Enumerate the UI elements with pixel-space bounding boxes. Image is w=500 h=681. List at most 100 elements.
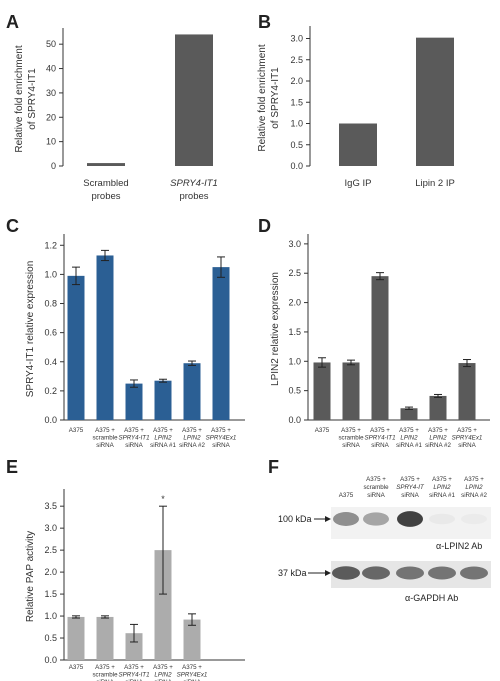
chart-c: 0.0 0.2 0.4 0.6 0.8 1.0 1.2 SPRY4-IT1 relative …: [25, 234, 245, 449]
y-tick-label-a: 10: [46, 137, 56, 147]
x-category-label-c: siRNA: [212, 442, 230, 449]
y-axis-label-a: of SPRY4-IT1: [27, 68, 38, 130]
x-category-label-d: siRNA #2: [425, 442, 451, 449]
blot-lane-label: LPIN2: [465, 484, 483, 491]
antibody-label-lpin2: α-LPIN2 Ab: [436, 541, 482, 551]
blot-lane-label: A375 +: [400, 476, 420, 483]
bar-d-6: [458, 363, 476, 420]
panel-letter-b: B: [258, 12, 271, 32]
bar-c-1: [67, 275, 85, 420]
x-category-label-d: siRNA: [371, 442, 389, 449]
x-category-label-d: A375 +: [341, 427, 361, 434]
gapdh-band: [460, 566, 488, 580]
gapdh-band: [396, 566, 424, 580]
panel-letter-d: D: [258, 216, 271, 236]
x-category-label-c: siRNA: [125, 442, 143, 449]
blot-lane-label: A375: [339, 492, 354, 499]
x-category-label-d: LPIN2: [429, 435, 447, 442]
lpin2-band: [397, 511, 423, 527]
y-tick-label-b: 3.0: [290, 34, 303, 44]
x-category-label-c: SPRY4Ex1: [206, 435, 237, 442]
blot-lane-label: A375 +: [366, 476, 386, 483]
x-category-label-e: A375 +: [182, 664, 202, 671]
x-category-label-c: A375: [69, 427, 84, 434]
x-category-label-c: siRNA #2: [179, 442, 205, 449]
x-category-label-d: A375 +: [399, 427, 419, 434]
x-category-label-c: LPIN2: [154, 435, 172, 442]
y-tick-label-e: 0.5: [44, 633, 57, 643]
bar-d-2: [342, 362, 360, 420]
x-category-label-e: A375 +: [124, 664, 144, 671]
panel-letter-e: E: [6, 457, 18, 477]
significance-mark: *: [161, 494, 165, 504]
y-tick-label-d: 0.0: [288, 415, 301, 425]
blot-lane-label: SPRY4-IT: [396, 484, 425, 491]
y-tick-label-e: 3.0: [44, 523, 57, 533]
x-category-label-d: A375: [315, 427, 330, 434]
y-tick-label-d: 1.0: [288, 356, 301, 366]
x-category-label-e: A375 +: [153, 664, 173, 671]
bar-b-1: [339, 123, 377, 166]
x-category-label-b: IgG IP: [345, 178, 372, 189]
bar-e-1: [67, 616, 85, 660]
x-category-label-d: A375 +: [428, 427, 448, 434]
x-category-label-e: scramble: [92, 672, 118, 679]
x-category-label-a: SPRY4-IT1: [170, 178, 218, 189]
bar-e-2: [96, 616, 114, 660]
x-category-label-c: A375 +: [95, 427, 115, 434]
panel-letter-f: F: [268, 457, 279, 477]
x-category-label-c: scramble: [92, 435, 118, 442]
marker-arrow-icon: [325, 516, 331, 522]
x-category-label-e: A375 +: [95, 664, 115, 671]
x-category-label-d: SPRY4Ex1: [452, 435, 483, 442]
x-category-label-b: Lipin 2 IP: [415, 178, 455, 189]
x-category-label-c: A375 +: [124, 427, 144, 434]
bar-d-3: [371, 276, 389, 420]
chart-d: 0.0 0.5 1.0 1.5 2.0 2.5 3.0 LPIN2 relative expr…: [270, 234, 490, 449]
y-tick-label-e: 0.0: [44, 655, 57, 665]
blot-lane-label: LPIN2: [433, 484, 451, 491]
y-tick-label-c: 0.2: [44, 386, 57, 396]
chart-e: 0.0 0.5 1.0 1.5 2.0 2.5 3.0 3.5 Relative PAP act…: [25, 489, 245, 681]
x-category-label-d: siRNA #1: [396, 442, 422, 449]
y-axis-label-a: Relative fold enrichment: [14, 45, 25, 152]
x-category-label-a: Scrambled: [83, 178, 128, 189]
bar-e-4: [154, 550, 172, 660]
x-category-label-d: LPIN2: [400, 435, 418, 442]
y-tick-label-b: 2.5: [290, 55, 303, 65]
bar-d-1: [313, 362, 331, 420]
y-tick-label-d: 1.5: [288, 327, 301, 337]
bar-c-3: [125, 383, 143, 420]
x-category-label-c: siRNA #1: [150, 442, 176, 449]
gapdh-band: [332, 566, 360, 580]
x-category-label-c: A375 +: [182, 427, 202, 434]
y-tick-label-d: 2.0: [288, 298, 301, 308]
y-tick-label-a: 20: [46, 112, 56, 122]
bar-b-2: [416, 37, 454, 167]
panel-letter-a: A: [6, 12, 19, 32]
y-tick-label-a: 0: [51, 161, 56, 171]
x-category-label-c: A375 +: [211, 427, 231, 434]
chart-b: 0.0 0.5 1.0 1.5 2.0 2.5 3.0 Relative fold enric…: [257, 26, 455, 189]
y-tick-label-a: 30: [46, 88, 56, 98]
blot-lane-label: scramble: [363, 484, 389, 491]
x-category-label-c: SPRY4-IT1: [118, 435, 149, 442]
y-tick-label-d: 2.5: [288, 268, 301, 278]
bar-a-2: [175, 34, 213, 166]
bar-c-2: [96, 255, 114, 420]
x-category-label-d: siRNA: [342, 442, 360, 449]
x-category-label-e: SPRY4-IT1: [118, 672, 149, 679]
bar-c-6: [212, 267, 230, 420]
y-tick-label-b: 1.0: [290, 119, 303, 129]
x-category-label-d: siRNA: [458, 442, 476, 449]
bar-d-4: [400, 408, 418, 420]
chart-a: 0 10 20 30 40 50 Relative fold enrichment of SP…: [14, 28, 218, 202]
marker-label-37kda: 37 kDa: [278, 568, 307, 578]
y-tick-label-a: 40: [46, 64, 56, 74]
bar-a-1: [87, 163, 125, 166]
x-category-label-e: LPIN2: [154, 672, 172, 679]
y-tick-label-c: 1.2: [44, 240, 57, 250]
blot-lane-label: siRNA: [367, 492, 385, 499]
panel-letter-c: C: [6, 216, 19, 236]
y-tick-label-e: 2.0: [44, 567, 57, 577]
